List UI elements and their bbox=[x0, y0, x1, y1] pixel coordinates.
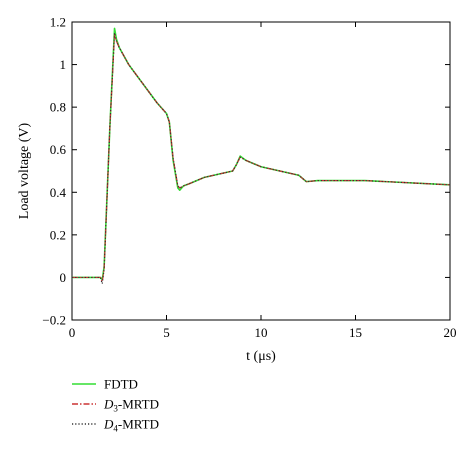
y-tick-label: 0 bbox=[60, 270, 67, 285]
y-tick-label: −0.2 bbox=[42, 313, 66, 328]
legend-label: FDTD bbox=[104, 377, 138, 392]
series-line-d3-mrtd bbox=[72, 34, 451, 283]
y-tick-label: 0.8 bbox=[50, 100, 66, 115]
axis-ticks bbox=[71, 21, 451, 321]
x-tick-label: 5 bbox=[163, 325, 170, 340]
series-line-fdtd bbox=[72, 27, 451, 281]
x-tick-label: 0 bbox=[69, 325, 76, 340]
y-tick-label: 0.4 bbox=[50, 185, 67, 200]
y-axis-label: Load voltage (V) bbox=[17, 122, 32, 219]
y-tick-label: 1.2 bbox=[50, 15, 66, 30]
series-layer bbox=[72, 27, 451, 285]
series-line-d4-mrtd bbox=[72, 32, 451, 285]
x-tick-label: 20 bbox=[444, 325, 457, 340]
plot-frame bbox=[71, 21, 451, 321]
legend-label: D3-MRTD bbox=[103, 397, 159, 414]
x-tick-label: 10 bbox=[255, 325, 268, 340]
legend: FDTD D3-MRTD D4-MRTD bbox=[72, 377, 159, 434]
y-tick-label: 0.2 bbox=[50, 227, 66, 242]
y-tick-label: 0.6 bbox=[50, 142, 67, 157]
tick-labels: 0 5 10 15 20−0.200.20.40.60.811.2 bbox=[42, 15, 456, 341]
x-tick-label: 15 bbox=[349, 325, 362, 340]
y-tick-label: 1 bbox=[60, 57, 67, 72]
legend-label: D4-MRTD bbox=[103, 417, 159, 434]
x-axis-label: t (μs) bbox=[246, 349, 276, 364]
